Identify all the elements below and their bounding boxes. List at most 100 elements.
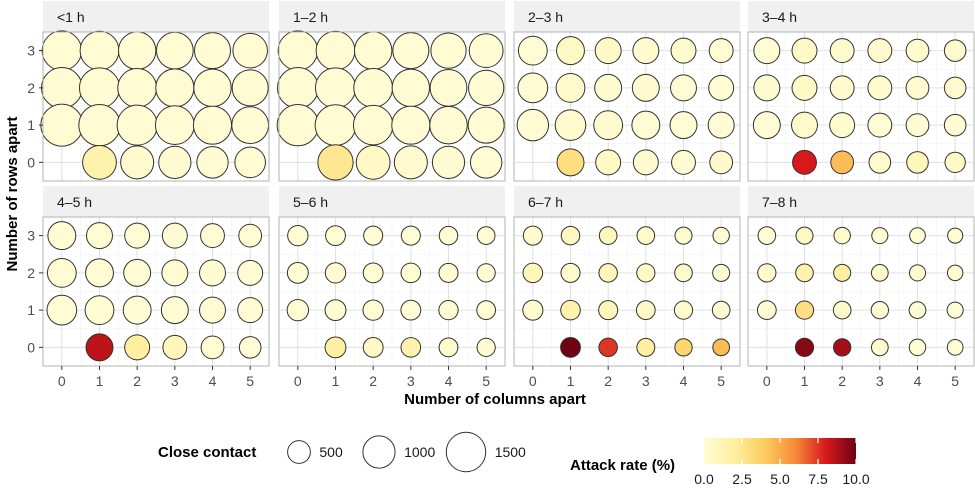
x-axis-title: Number of columns apart: [404, 391, 586, 408]
data-point: [200, 335, 225, 360]
data-point: [832, 338, 852, 357]
data-point: [636, 337, 656, 357]
data-point: [867, 75, 893, 101]
y-tick-label: 1: [27, 302, 35, 318]
data-point: [946, 338, 964, 356]
data-point: [636, 263, 656, 283]
data-point: [522, 225, 543, 246]
color-legend-title: Attack rate (%): [570, 457, 675, 474]
data-point: [830, 150, 855, 175]
data-point: [117, 31, 157, 70]
data-point: [947, 227, 964, 244]
size-legend-label: 1500: [495, 444, 526, 460]
y-tick-label: 2: [27, 265, 35, 281]
data-point: [314, 67, 357, 109]
data-point: [162, 334, 188, 360]
data-point: [238, 223, 263, 248]
data-point: [522, 299, 544, 321]
data-point: [391, 105, 431, 145]
data-point: [556, 36, 585, 66]
data-point: [906, 151, 929, 174]
data-point: [196, 146, 229, 179]
data-point: [362, 336, 384, 358]
data-point: [78, 67, 121, 109]
x-tick-label: 2: [133, 373, 141, 389]
data-point: [560, 336, 581, 358]
data-point: [353, 67, 394, 108]
data-point: [469, 146, 503, 179]
x-tick-label: 2: [604, 373, 612, 389]
facet-label: 1–2 h: [293, 9, 328, 25]
panel-border: [278, 31, 506, 182]
data-point: [908, 301, 927, 319]
panel-border: [513, 31, 741, 182]
x-tick-label: 4: [445, 373, 453, 389]
facet-label: 2–3 h: [528, 9, 563, 25]
data-point: [277, 30, 319, 71]
data-point: [46, 294, 78, 326]
data-point: [324, 336, 347, 359]
data-point: [116, 104, 158, 146]
data-point: [598, 226, 618, 245]
facet-label: 6–7 h: [528, 194, 563, 210]
data-point: [40, 103, 84, 147]
data-point: [833, 263, 852, 282]
data-point: [943, 39, 967, 62]
y-tick-label: 0: [27, 339, 35, 355]
x-tick-label: 5: [717, 373, 725, 389]
panel-border: [747, 31, 975, 182]
data-point: [287, 224, 309, 247]
x-tick-label: 1: [332, 373, 340, 389]
data-point: [753, 74, 781, 102]
x-tick-label: 0: [294, 373, 302, 389]
data-point: [517, 35, 548, 66]
data-point: [792, 149, 817, 175]
x-tick-label: 5: [246, 373, 254, 389]
data-point: [595, 149, 622, 176]
color-legend-label: 10.0: [842, 471, 869, 487]
data-point: [631, 73, 660, 102]
data-point: [795, 263, 814, 283]
data-point: [943, 76, 967, 100]
x-tick-label: 0: [58, 373, 66, 389]
data-point: [946, 301, 964, 319]
data-point: [909, 227, 926, 245]
data-point: [598, 300, 619, 321]
facet-panel: 2–3 h: [513, 1, 741, 182]
data-point: [429, 105, 468, 145]
data-point: [124, 334, 151, 361]
data-point: [868, 151, 892, 174]
data-point: [85, 333, 114, 362]
data-point: [467, 106, 505, 144]
data-point: [560, 299, 581, 321]
data-point: [41, 30, 83, 71]
data-point: [192, 105, 233, 145]
data-point: [517, 72, 549, 104]
data-point: [791, 111, 818, 139]
data-point: [200, 223, 225, 249]
data-point: [632, 149, 659, 176]
data-point: [752, 111, 781, 140]
data-point: [154, 105, 195, 146]
panel-border: [513, 216, 741, 367]
data-point: [231, 106, 270, 144]
data-point: [670, 74, 697, 102]
size-legend-title: Close contact: [158, 444, 256, 461]
data-point: [594, 73, 623, 102]
data-point: [86, 222, 113, 250]
data-point: [234, 146, 266, 179]
data-point: [286, 298, 310, 322]
data-point: [871, 227, 889, 245]
facet-panel: 6–7 h: [513, 186, 741, 367]
data-point: [833, 226, 851, 245]
data-point: [791, 74, 818, 101]
facet-strip: [748, 1, 974, 32]
data-point: [908, 338, 927, 357]
data-point: [199, 259, 226, 287]
data-point: [155, 68, 195, 108]
x-tick-label: 3: [171, 373, 179, 389]
data-point: [363, 225, 384, 246]
data-point: [674, 263, 693, 283]
data-point: [393, 145, 428, 180]
y-tick-label: 2: [27, 80, 35, 96]
